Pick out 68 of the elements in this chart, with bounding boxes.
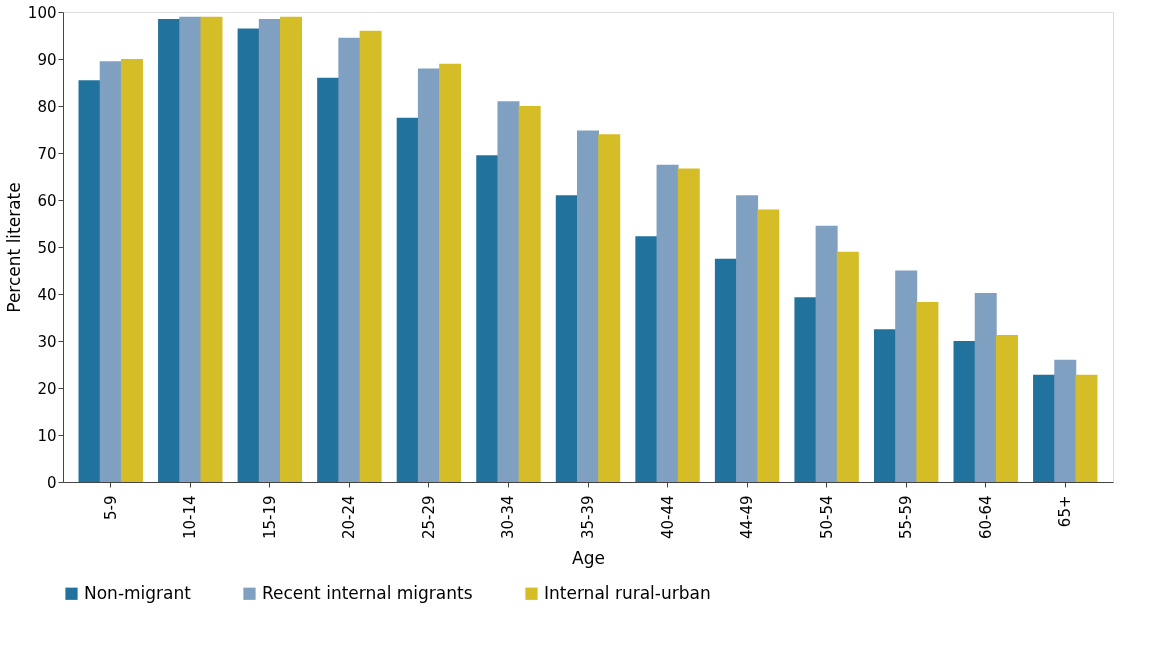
bar	[714, 258, 737, 482]
bar	[815, 225, 838, 482]
y-tick-label: 0	[46, 473, 57, 492]
bar	[396, 117, 419, 482]
x-tick-label: 40-44	[658, 495, 677, 540]
bar	[200, 16, 223, 482]
bar	[736, 195, 759, 482]
x-tick-label: 30-34	[499, 495, 518, 540]
x-tick-label: 10-14	[181, 495, 200, 540]
bar	[237, 28, 260, 482]
x-tick-label: 44-49	[738, 495, 757, 540]
bar	[953, 341, 976, 482]
x-tick-label: 15-19	[260, 495, 279, 540]
bar	[916, 301, 939, 482]
legend-label: Recent internal migrants	[262, 582, 473, 603]
legend-label: Internal rural-urban	[544, 582, 711, 603]
x-tick-label: 25-29	[419, 495, 438, 540]
x-tick-label: 5-9	[101, 495, 120, 520]
y-tick-label: 50	[37, 238, 57, 257]
x-tick-label: 55-59	[897, 495, 916, 540]
bar	[78, 80, 101, 482]
bar	[258, 19, 281, 482]
bar	[338, 37, 361, 482]
bar	[873, 329, 896, 482]
bar	[120, 59, 143, 482]
y-tick-label: 90	[37, 50, 57, 69]
x-tick-label: 50-54	[817, 495, 836, 540]
bar	[359, 30, 382, 482]
y-tick-label: 100	[27, 3, 57, 22]
x-tick-label: 65+	[1056, 495, 1075, 528]
bar	[497, 101, 520, 482]
y-tick-label: 70	[37, 144, 57, 163]
bar	[417, 68, 440, 482]
bar	[99, 61, 122, 482]
bar	[635, 236, 658, 482]
bar	[179, 16, 202, 482]
x-tick-label: 35-39	[579, 495, 597, 540]
bar	[1033, 374, 1056, 482]
bar	[518, 106, 541, 482]
y-tick-label: 30	[37, 332, 57, 351]
bar	[317, 77, 340, 482]
bar	[577, 130, 599, 482]
bar	[476, 155, 499, 482]
y-tick-label: 40	[37, 285, 57, 304]
y-tick-label: 20	[37, 379, 57, 398]
y-tick-label: 10	[37, 426, 57, 445]
bar	[656, 164, 679, 482]
bar	[757, 209, 780, 482]
y-axis-title: Percent literate	[3, 182, 24, 313]
bar	[280, 16, 303, 482]
bar	[598, 134, 621, 482]
bar	[995, 334, 1018, 482]
y-tick-label: 60	[37, 191, 57, 210]
bar	[836, 251, 859, 482]
bar	[439, 63, 462, 482]
bar	[677, 168, 700, 482]
y-tick-label: 80	[37, 97, 57, 116]
legend-label: Non-migrant	[84, 582, 192, 603]
bar	[895, 270, 918, 482]
x-tick-label: 20-24	[340, 495, 359, 540]
bar	[794, 297, 817, 482]
bar	[555, 195, 578, 482]
bar	[974, 293, 997, 482]
x-axis-title: Age	[572, 548, 605, 569]
bar	[1054, 359, 1077, 482]
bar	[1075, 374, 1098, 482]
x-tick-label: 60-64	[976, 495, 995, 540]
bar	[158, 19, 181, 482]
